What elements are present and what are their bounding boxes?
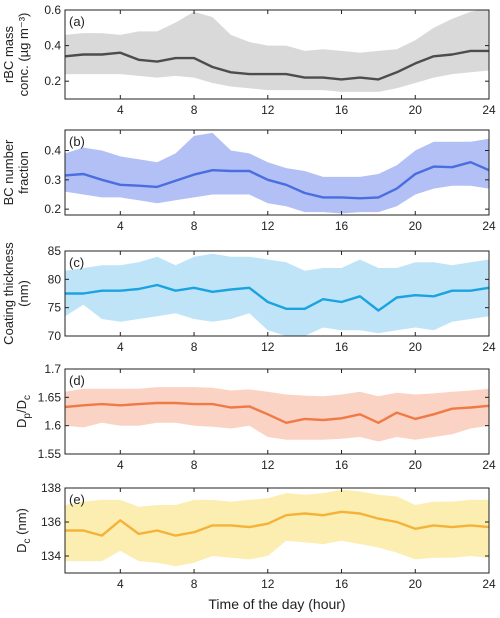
y-tick-label: 80 [48,272,62,286]
x-tick-label: 4 [117,103,124,117]
y-tick-label: 0.4 [44,39,61,53]
x-tick-label: 8 [191,219,198,233]
y-tick-label: 1.7 [44,362,61,376]
y-tick-label: 85 [48,244,62,258]
range-band [65,10,489,92]
panel-label: (b) [69,134,85,149]
y-tick-label: 138 [41,481,61,495]
x-tick-label: 12 [261,340,275,354]
y-label-part: D [14,419,29,428]
range-band [65,132,489,214]
y-tick-label: 70 [48,329,62,343]
y-label-part: D [14,543,29,552]
x-tick-label: 8 [191,458,198,472]
y-tick-label: 75 [48,301,62,315]
axes-frame [64,487,490,574]
x-tick-label: 8 [191,340,198,354]
range-band [65,253,489,336]
y-tick-label: 1.6 [44,419,61,433]
x-tick-label: 24 [482,219,496,233]
x-tick-label: 20 [409,103,423,117]
x-tick-label: 24 [482,340,496,354]
x-tick-label: 16 [335,219,349,233]
y-tick-label: 0.3 [44,173,61,187]
mean-line [65,510,489,537]
panels: 4 8 12 16 20 24 0.2 0.4 0.6 (a) rBC mass conc. (µg … [1,3,496,612]
mean-line [65,49,489,81]
x-tick-label: 16 [335,103,349,117]
panel-label: (d) [69,373,85,388]
y-axis-label: (nm) [16,280,31,307]
y-tick-label: 134 [41,549,61,563]
y-label-subscript: p [22,413,33,419]
y-tick-label: 0.2 [44,202,61,216]
x-tick-label: 4 [117,458,124,472]
y-label-part: /D [14,400,29,413]
y-label-part: (nm) [14,508,29,538]
y-tick-label: 0.4 [44,144,61,158]
y-axis-label: Dp/Dc [14,395,33,428]
panel-label: (a) [69,14,85,29]
x-tick-label: 20 [409,458,423,472]
mean-line [65,401,489,424]
axes-frame [64,9,490,100]
x-tick-label: 12 [261,458,275,472]
y-axis-label: Dc (nm) [14,508,33,553]
x-tick-label: 12 [261,103,275,117]
mean-line [65,283,489,312]
panel-5: 4 8 12 16 20 24 134 136 138 (e) Dc (nm) Time of the… [14,481,496,612]
y-axis-label: Coating thickness [1,242,16,345]
axes-frame [64,368,490,455]
panel-4: 4 8 12 16 20 24 1.55 1.6 1.65 1.7 (d) Dp/Dc [14,362,496,472]
panel-label: (c) [69,255,84,270]
x-tick-label: 12 [261,577,275,591]
y-tick-label: 1.65 [38,390,62,404]
y-tick-label: 0.2 [44,74,61,88]
panel-2: 4 8 12 16 20 24 0.2 0.3 0.4 (b) BC number fraction [1,129,496,233]
axes-frame [64,250,490,337]
x-tick-label: 4 [117,219,124,233]
panel-3: 4 8 12 16 20 24 70 75 80 85 (c) Coating thickness (n… [1,242,496,354]
y-tick-label: 0.6 [44,3,61,17]
x-tick-label: 24 [482,458,496,472]
x-tick-label: 4 [117,340,124,354]
x-tick-label: 20 [409,577,423,591]
y-tick-label: 1.55 [38,447,62,461]
y-axis-label: BC number [1,139,16,205]
panel-label: (e) [69,492,85,507]
x-tick-label: 16 [335,458,349,472]
x-tick-label: 16 [335,340,349,354]
panel-1: 4 8 12 16 20 24 0.2 0.4 0.6 (a) rBC mass conc. (µg … [1,3,496,117]
x-tick-label: 4 [117,577,124,591]
x-tick-label: 24 [482,577,496,591]
y-axis-label: fraction [16,151,31,194]
y-axis-label: rBC mass [1,25,16,83]
y-tick-label: 136 [41,515,61,529]
range-band [65,387,489,442]
x-axis-label: Time of the day (hour) [208,596,345,612]
y-axis-label: conc. (µg m⁻³) [16,13,31,97]
y-label-subscript: c [22,395,33,400]
x-tick-label: 12 [261,219,275,233]
x-tick-label: 20 [409,219,423,233]
x-tick-label: 8 [191,577,198,591]
x-tick-label: 16 [335,577,349,591]
x-tick-label: 20 [409,340,423,354]
x-tick-label: 24 [482,103,496,117]
range-band [65,489,489,567]
axes-frame [64,129,490,216]
y-label-subscript: c [22,538,33,543]
mean-line [65,161,489,200]
x-tick-label: 8 [191,103,198,117]
